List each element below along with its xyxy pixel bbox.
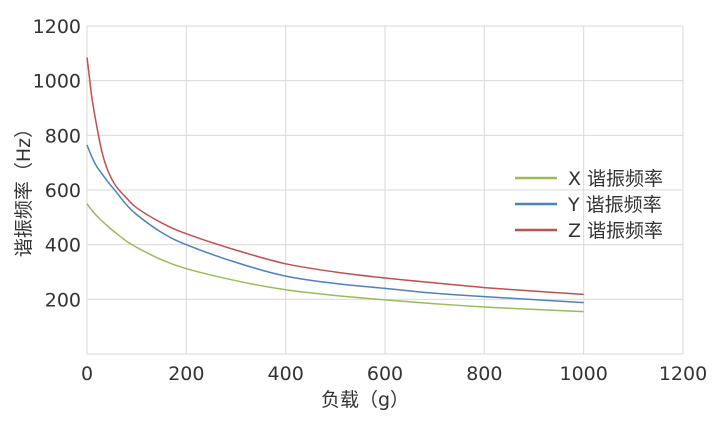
x-tick-labels: 0 200 400 600 800 1000 1200 bbox=[81, 363, 707, 385]
y-tick-label: 600 bbox=[45, 180, 81, 202]
legend-label-z: Z 谐振频率 bbox=[568, 220, 663, 242]
y-tick-label: 400 bbox=[45, 235, 81, 257]
grid bbox=[86, 25, 684, 355]
series-line-y bbox=[86, 144, 584, 304]
series-line-z bbox=[86, 57, 584, 296]
x-tick-label: 400 bbox=[268, 363, 304, 385]
y-tick-label: 1000 bbox=[33, 71, 81, 93]
series-lines bbox=[86, 57, 584, 313]
y-tick-label: 800 bbox=[45, 125, 81, 147]
x-tick-label: 1000 bbox=[559, 363, 607, 385]
legend: X 谐振频率 Y 谐振频率 Z 谐振频率 bbox=[515, 168, 663, 242]
y-tick-labels: 200 400 600 800 1000 1200 bbox=[33, 16, 81, 311]
x-tick-label: 0 bbox=[81, 363, 93, 385]
legend-label-y: Y 谐振频率 bbox=[567, 194, 662, 216]
x-tick-label: 800 bbox=[466, 363, 502, 385]
series-line-x bbox=[86, 203, 584, 313]
legend-label-x: X 谐振频率 bbox=[568, 168, 663, 190]
x-tick-label: 1200 bbox=[659, 363, 707, 385]
y-tick-label: 200 bbox=[45, 289, 81, 311]
x-axis-title: 负载（g） bbox=[321, 389, 409, 411]
x-tick-label: 600 bbox=[367, 363, 403, 385]
y-axis-title: 谐振频率（Hz） bbox=[13, 119, 35, 257]
x-tick-label: 200 bbox=[168, 363, 204, 385]
y-tick-label: 1200 bbox=[33, 16, 81, 38]
